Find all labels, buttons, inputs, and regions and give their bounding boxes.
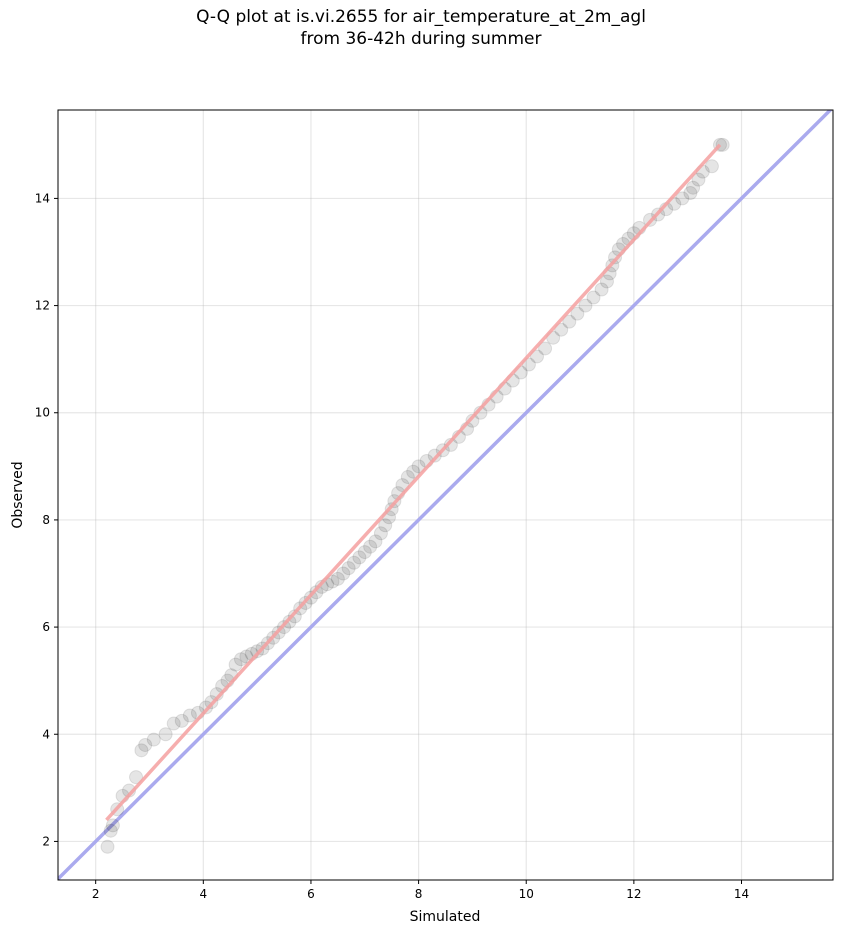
data-point bbox=[325, 574, 340, 589]
data-point bbox=[363, 539, 378, 554]
data-point bbox=[683, 186, 698, 201]
data-point bbox=[378, 518, 393, 533]
data-point bbox=[562, 314, 577, 329]
data-point bbox=[341, 561, 356, 576]
data-point bbox=[675, 191, 690, 206]
grid bbox=[58, 110, 833, 880]
x-tick-label: 10 bbox=[519, 887, 534, 901]
data-point bbox=[538, 341, 553, 356]
data-points bbox=[100, 137, 730, 854]
y-axis: 2 4 6 8 10 12 14 bbox=[35, 191, 58, 848]
data-point bbox=[314, 579, 329, 594]
data-point bbox=[228, 657, 243, 672]
chart-title-line-1: Q-Q plot at is.vi.2655 for air_temperatu… bbox=[196, 7, 646, 27]
y-tick-label: 2 bbox=[42, 834, 50, 848]
data-point bbox=[129, 770, 144, 785]
data-point bbox=[554, 322, 569, 337]
x-tick-label: 2 bbox=[92, 887, 100, 901]
data-point bbox=[691, 172, 706, 187]
y-tick-label: 10 bbox=[35, 406, 50, 420]
data-point bbox=[400, 470, 415, 485]
data-point bbox=[608, 250, 623, 265]
data-point bbox=[352, 550, 367, 565]
x-axis-label: Simulated bbox=[410, 909, 481, 925]
x-axis: 2 4 6 8 10 12 14 bbox=[92, 880, 749, 901]
plot-frame bbox=[57, 109, 834, 881]
data-point bbox=[368, 534, 383, 549]
y-tick-label: 14 bbox=[35, 191, 50, 205]
x-tick-label: 8 bbox=[415, 887, 423, 901]
data-point bbox=[704, 159, 719, 174]
data-point bbox=[715, 137, 730, 152]
fit-line bbox=[105, 143, 722, 822]
data-point bbox=[686, 180, 701, 195]
data-point bbox=[411, 459, 426, 474]
data-point bbox=[158, 727, 173, 742]
x-tick-label: 14 bbox=[734, 887, 749, 901]
data-point bbox=[373, 526, 388, 541]
data-point bbox=[287, 609, 302, 624]
y-tick-label: 4 bbox=[42, 727, 50, 741]
data-point bbox=[282, 614, 297, 629]
data-point bbox=[594, 282, 609, 297]
data-point bbox=[427, 448, 442, 463]
data-point bbox=[166, 716, 181, 731]
reference-line bbox=[58, 110, 833, 880]
data-point bbox=[586, 290, 601, 305]
data-point bbox=[529, 349, 544, 364]
data-point bbox=[199, 700, 214, 715]
data-point bbox=[100, 839, 115, 854]
x-tick-label: 6 bbox=[307, 887, 315, 901]
y-tick-label: 6 bbox=[42, 620, 50, 634]
data-point bbox=[103, 823, 118, 838]
data-point bbox=[233, 652, 248, 667]
y-tick-label: 8 bbox=[42, 513, 50, 527]
x-tick-label: 4 bbox=[199, 887, 207, 901]
data-point bbox=[406, 464, 421, 479]
data-point bbox=[347, 555, 362, 570]
data-point bbox=[174, 713, 189, 728]
data-point bbox=[182, 708, 197, 723]
data-point bbox=[357, 545, 372, 560]
data-point bbox=[578, 298, 593, 313]
data-point bbox=[105, 818, 120, 833]
data-point bbox=[138, 737, 153, 752]
data-point bbox=[330, 571, 345, 586]
data-point bbox=[384, 502, 399, 517]
chart-title-line-2: from 36-42h during summer bbox=[300, 29, 542, 49]
y-tick-label: 12 bbox=[35, 299, 50, 313]
data-point bbox=[570, 306, 585, 321]
chart-title: Q-Q plot at is.vi.2655 for air_temperatu… bbox=[0, 6, 842, 50]
y-axis-label: Observed bbox=[10, 461, 26, 528]
data-point bbox=[599, 274, 614, 289]
data-point bbox=[250, 644, 265, 659]
data-point bbox=[134, 743, 149, 758]
data-point bbox=[336, 566, 351, 581]
data-point bbox=[146, 732, 161, 747]
x-tick-label: 12 bbox=[626, 887, 641, 901]
data-point bbox=[309, 585, 324, 600]
data-point bbox=[465, 413, 480, 428]
